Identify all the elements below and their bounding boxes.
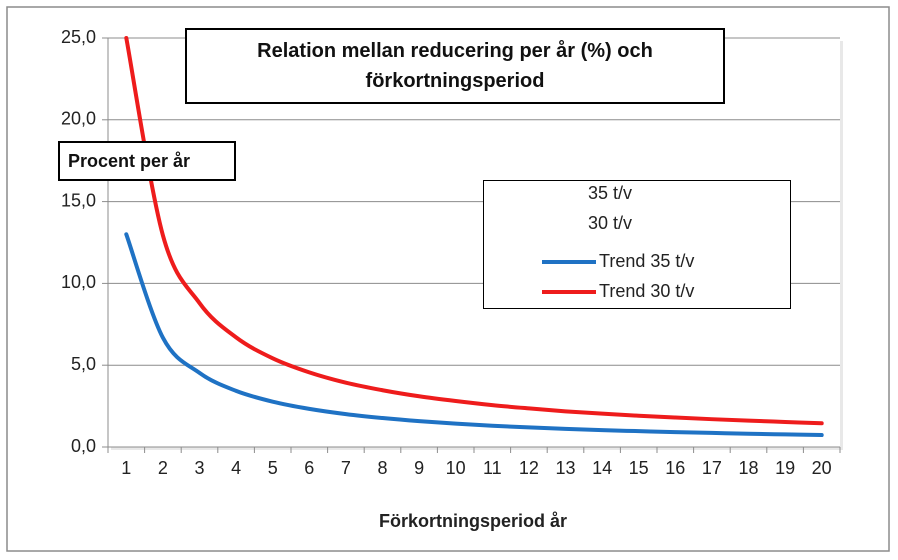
y-tick-label: 0,0 <box>71 436 96 456</box>
x-tick-label: 11 <box>483 458 502 478</box>
trend-line <box>124 232 824 438</box>
x-axis-label: Förkortningsperiod år <box>379 511 567 531</box>
x-tick-label: 20 <box>812 458 832 478</box>
x-tick-label: 8 <box>377 458 387 478</box>
x-tick-label: 18 <box>738 458 758 478</box>
x-tick-label: 2 <box>158 458 168 478</box>
x-tick-label: 5 <box>268 458 278 478</box>
x-tick-label: 4 <box>231 458 241 478</box>
y-tick-label: 10,0 <box>61 272 96 292</box>
y-tick-label: 25,0 <box>61 27 96 47</box>
x-tick-label: 7 <box>341 458 351 478</box>
x-tick-label: 9 <box>414 458 424 478</box>
legend-label: 35 t/v <box>588 183 632 203</box>
y-axis-label: Procent per år <box>58 141 236 181</box>
x-tick-label: 17 <box>702 458 722 478</box>
y-tick-label: 5,0 <box>71 354 96 374</box>
x-tick-label: 15 <box>629 458 649 478</box>
chart-title: Relation mellan reducering per år (%) oc… <box>185 28 725 104</box>
x-tick-label: 14 <box>592 458 612 478</box>
legend-label: Trend 35 t/v <box>599 251 694 271</box>
legend-graphic: 35 t/v 30 t/v Trend 35 t/v Trend 30 t/v <box>542 183 694 301</box>
x-tick-label: 13 <box>555 458 575 478</box>
x-tick-label: 19 <box>775 458 795 478</box>
trend-line <box>124 36 824 426</box>
legend-label: Trend 30 t/v <box>599 281 694 301</box>
legend-label: 30 t/v <box>588 213 632 233</box>
x-tick-label: 6 <box>304 458 314 478</box>
x-tick-label: 10 <box>446 458 466 478</box>
y-tick-label: 20,0 <box>61 109 96 129</box>
x-tick-label: 12 <box>519 458 539 478</box>
x-tick-label: 1 <box>121 458 131 478</box>
y-tick-label: 15,0 <box>61 190 96 210</box>
legend: 35 t/v 30 t/v Trend 35 t/v Trend 30 t/v <box>483 180 791 309</box>
x-tick-label: 3 <box>194 458 204 478</box>
x-tick-label: 16 <box>665 458 685 478</box>
